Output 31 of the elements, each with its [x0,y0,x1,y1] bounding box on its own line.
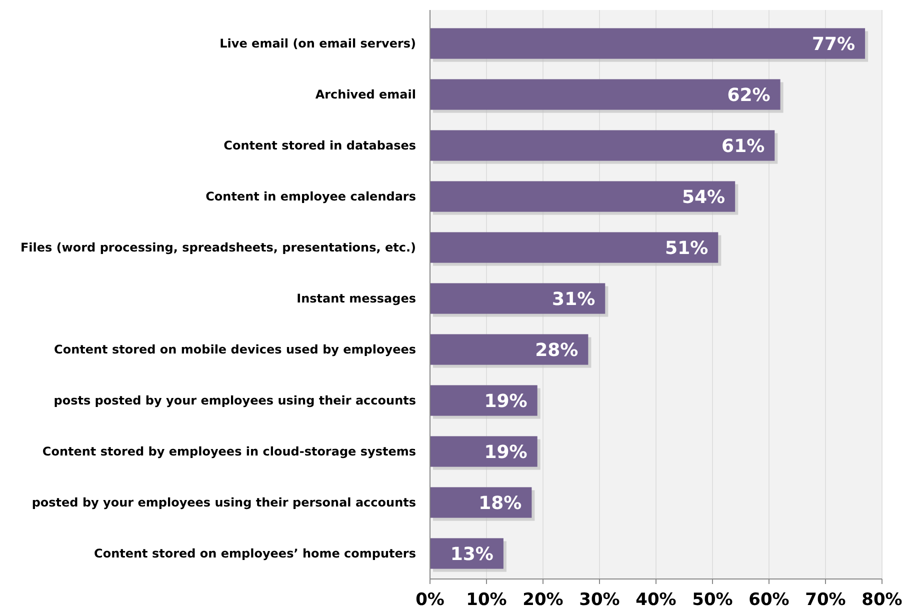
y-tick-label: posts posted by your employees using their accounts [54,394,416,408]
y-tick-label: Content stored on mobile devices used by employees [54,342,416,357]
y-tick-label: Instant messages [296,292,416,306]
x-tick-label: 80% [862,590,902,610]
data-label: 28% [535,340,578,361]
x-tick-label: 70% [805,590,846,610]
data-label: 18% [478,492,522,514]
x-tick-label: 40% [636,590,676,610]
y-tick-label: Content stored by employees in cloud-storage systems [42,444,416,459]
y-tick-label: posted by your employees using their personal accounts [32,496,416,510]
y-tick-label: Content in employee calendars [206,190,416,204]
y-tick-label: Live email (on email servers) [220,36,416,51]
x-tick-label: 10% [466,590,507,610]
y-tick-label: Files (word processing, spreadsheets, presentations, etc.) [20,240,416,255]
x-tick-label: 0% [416,590,444,610]
x-tick-label: 50% [692,590,733,610]
data-label: 51% [665,238,708,259]
x-tick-label: 20% [522,590,564,610]
data-label: 61% [722,136,765,157]
y-tick-label: Content stored on employees’ home computers [94,546,416,561]
data-label: 77% [812,34,856,55]
data-label: 19% [484,390,528,412]
data-label: 31% [552,288,596,310]
y-tick-label: Archived email [315,88,416,102]
data-label: 19% [484,442,528,463]
y-tick-label: Content stored in databases [224,138,416,153]
data-label: 13% [450,544,494,565]
data-label: 54% [682,186,726,208]
data-label: 62% [727,84,770,106]
x-tick-label: 60% [748,590,790,610]
x-tick-label: 30% [579,590,620,610]
